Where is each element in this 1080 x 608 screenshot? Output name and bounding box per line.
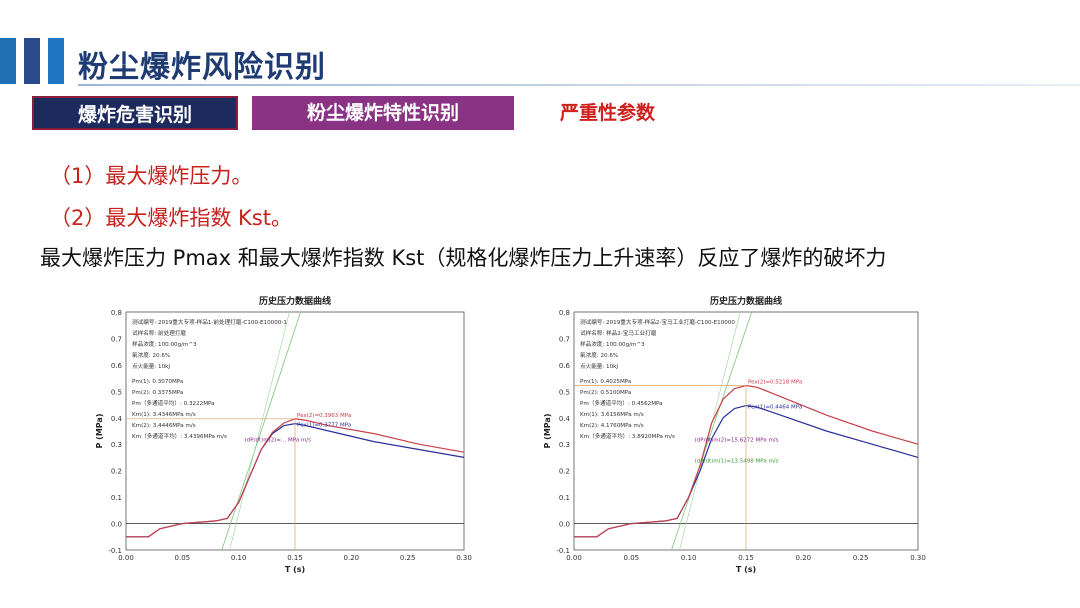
x-tick-label: 0.15 xyxy=(287,554,303,562)
info-text: 测试编号: 2019重大专项-样品1-前处理打磨-C100-E10000-1 xyxy=(132,318,287,326)
title-accent-bar-3 xyxy=(48,38,64,84)
title-accent-bar-1 xyxy=(0,38,16,84)
y-tick-label: 0.1 xyxy=(111,494,122,502)
x-tick-label: 0.25 xyxy=(400,554,416,562)
pressure-chart-left: 历史压力数据曲线 -0.1 0.0 0.1 0.2 0.3 0.4 0.5 0.6 0.7 0.8 0… xyxy=(92,290,472,590)
y-tick-label: 0.5 xyxy=(559,388,570,396)
info-text: Pm(2): 0.3375MPa xyxy=(132,390,183,396)
title-accent-bar-2 xyxy=(24,38,40,84)
x-tick-label: 0.20 xyxy=(796,554,812,562)
x-tick-label: 0.20 xyxy=(344,554,360,562)
list-item-max-index: （2）最大爆炸指数 Kst。 xyxy=(50,206,292,230)
tab-dust-explosion-characteristics[interactable]: 粉尘爆炸特性识别 xyxy=(252,96,514,130)
tangent-line xyxy=(671,311,753,551)
slide-title: 粉尘爆炸风险识别 xyxy=(78,50,326,85)
series-line-2 xyxy=(126,418,465,538)
x-tick-label: 0.25 xyxy=(853,554,869,562)
x-axis-label: T (s) xyxy=(285,565,305,574)
info-text: Km(1): 3.4346MPa m/s xyxy=(132,412,196,418)
info-text: 氧浓度: 20.6% xyxy=(580,351,618,359)
info-text: Pm(1): 0.4025MPa xyxy=(580,379,631,385)
info-text: Km(1): 3.6156MPa m/s xyxy=(580,412,644,418)
info-text: Km(2): 4.1760MPa m/s xyxy=(580,423,644,429)
y-axis-label: P (MPa) xyxy=(95,414,104,449)
summary-text: 最大爆炸压力 Pmax 和最大爆炸指数 Kst（规格化爆炸压力上升速率）反应了爆… xyxy=(40,246,887,270)
rate-annotation: (dP/dt)m(2)=15.6272 MPa m/s xyxy=(695,438,779,444)
info-text: Km(2): 3.4446MPa m/s xyxy=(132,423,196,429)
x-tick-label: 0.10 xyxy=(231,554,247,562)
y-tick-label: 0.8 xyxy=(559,309,570,317)
x-tick-label: 0.00 xyxy=(118,554,134,562)
list-item-max-pressure: （1）最大爆炸压力。 xyxy=(50,164,253,188)
tangent-line xyxy=(229,311,290,551)
y-tick-label: 0.5 xyxy=(111,388,122,396)
y-tick-label: 0.2 xyxy=(559,468,570,476)
peak-annotation-2: Pex(2)=0.3963 MPa xyxy=(297,413,351,419)
y-tick-label: 0.7 xyxy=(559,335,570,343)
info-text: Pm（多通道平均）: 0.4562MPa xyxy=(580,399,663,407)
y-tick-label: 0.0 xyxy=(559,521,570,529)
y-tick-label: 0.0 xyxy=(111,521,122,529)
y-tick-label: 0.7 xyxy=(111,335,122,343)
y-tick-label: -0.1 xyxy=(108,547,122,555)
y-tick-label: 0.3 xyxy=(559,441,570,449)
title-underline xyxy=(78,84,1080,86)
y-tick-label: 0.3 xyxy=(111,441,122,449)
y-tick-label: 0.6 xyxy=(559,362,571,370)
x-tick-label: 0.00 xyxy=(566,554,582,562)
y-tick-label: 0.2 xyxy=(111,468,122,476)
y-tick-label: 0.1 xyxy=(559,494,570,502)
info-text: 试样名称: 前处理打磨 xyxy=(132,329,186,337)
peak-annotation-1: Pex(1)=0.3777 MPa xyxy=(297,423,351,429)
info-text: Km（多通道平均）: 3.8920MPa m/s xyxy=(580,432,675,440)
y-axis-label: P (MPa) xyxy=(543,414,552,449)
rate-annotation: (dP/dt)m(1)=13.5498 MPa m/s xyxy=(695,459,779,465)
info-text: 点火能量: 10kJ xyxy=(132,362,170,370)
tab-severity-parameters[interactable]: 严重性参数 xyxy=(560,102,656,124)
info-text: Pm（多通道平均）: 0.3222MPa xyxy=(132,399,215,407)
info-text: Km（多通道平均）: 3.4396MPa m/s xyxy=(132,432,227,440)
x-tick-label: 0.30 xyxy=(910,554,926,562)
y-tick-label: 0.6 xyxy=(111,362,123,370)
peak-annotation-1: Pex(1)=0.4464 MPa xyxy=(748,405,802,411)
peak-annotation-2: Pex(2)=0.5218 MPa xyxy=(748,380,802,386)
info-text: Pm(2): 0.5100MPa xyxy=(580,390,631,396)
x-tick-label: 0.05 xyxy=(175,554,191,562)
x-tick-label: 0.10 xyxy=(681,554,697,562)
info-text: 试样名称: 样品2-宝马工业打磨 xyxy=(580,329,657,337)
info-text: 点火能量: 10kJ xyxy=(580,362,618,370)
pressure-chart-left-svg: 历史压力数据曲线 -0.1 0.0 0.1 0.2 0.3 0.4 0.5 0.6 0.7 0.8 0… xyxy=(95,295,472,574)
series-line-2 xyxy=(574,384,919,538)
info-text: Pm(1): 0.3070MPa xyxy=(132,379,183,385)
pressure-chart-right: 历史压力数据曲线 -0.1 0.0 0.1 0.2 0.3 0.4 0.5 0.6 0.7 0.8 0… xyxy=(540,290,926,590)
pressure-chart-right-svg: 历史压力数据曲线 -0.1 0.0 0.1 0.2 0.3 0.4 0.5 0.6 0.7 0.8 0… xyxy=(543,295,926,574)
x-tick-label: 0.30 xyxy=(456,554,472,562)
info-text: 样品浓度: 100.00g/m^3 xyxy=(580,340,645,348)
y-tick-label: 0.4 xyxy=(111,415,123,423)
tab-explosion-hazard[interactable]: 爆炸危害识别 xyxy=(32,96,238,130)
rate-annotation: (dP/dt)m(2)=... MPa m/s xyxy=(245,438,311,444)
info-text: 氧浓度: 20.6% xyxy=(132,351,170,359)
tangent-line xyxy=(221,311,302,551)
chart-title: 历史压力数据曲线 xyxy=(259,295,331,307)
x-axis-label: T (s) xyxy=(736,565,756,574)
y-tick-label: -0.1 xyxy=(556,547,570,555)
y-tick-label: 0.8 xyxy=(111,309,122,317)
x-tick-label: 0.05 xyxy=(624,554,640,562)
info-text: 样品浓度: 100.00g/m^3 xyxy=(132,340,197,348)
chart-title: 历史压力数据曲线 xyxy=(710,295,782,307)
info-text: 测试编号: 2019重大专项-样品2-宝马工业打磨-C100-E10000 xyxy=(580,318,735,326)
y-tick-label: 0.4 xyxy=(559,415,571,423)
x-tick-label: 0.15 xyxy=(738,554,754,562)
